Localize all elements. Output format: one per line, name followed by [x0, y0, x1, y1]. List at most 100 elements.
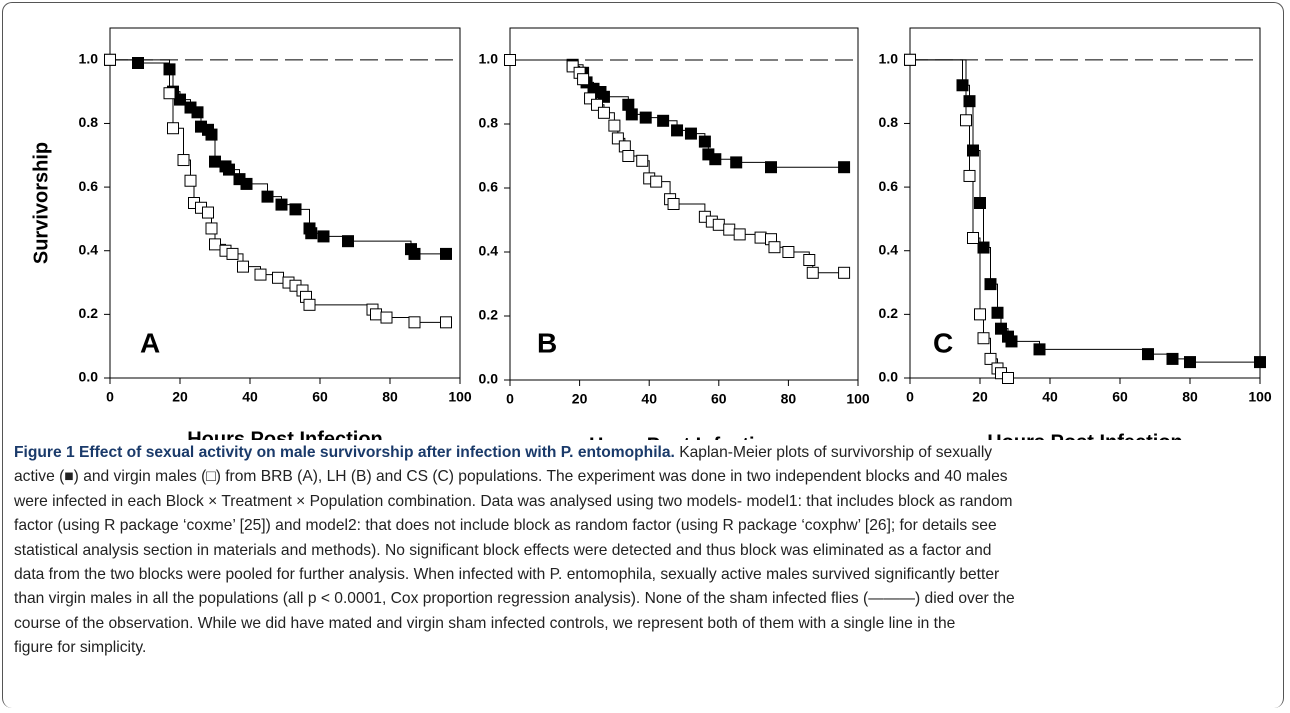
marker — [577, 73, 590, 86]
marker — [254, 268, 267, 281]
marker — [639, 111, 652, 124]
marker — [963, 169, 976, 182]
x-tick-label: 80 — [382, 389, 398, 405]
x-tick-label: 20 — [172, 389, 188, 405]
marker — [237, 260, 249, 273]
marker — [1166, 352, 1179, 365]
x-tick-label: 100 — [1248, 389, 1272, 405]
marker — [205, 128, 218, 141]
survival-curve — [110, 59, 446, 255]
caption-text: statistical analysis section in material… — [14, 541, 992, 559]
marker — [1254, 356, 1266, 369]
y-tick-label: 0.4 — [479, 243, 499, 259]
y-axis-label: Survivorship — [30, 142, 52, 264]
marker — [191, 106, 204, 119]
marker — [132, 57, 144, 69]
marker — [177, 154, 190, 167]
caption-text: figure for simplicity. — [14, 639, 147, 657]
marker — [956, 79, 969, 92]
marker — [733, 228, 746, 241]
marker — [1005, 335, 1018, 348]
y-tick-label: 1.0 — [479, 51, 499, 67]
marker — [1002, 372, 1014, 384]
x-tick-label: 0 — [106, 389, 114, 405]
survival-curve — [910, 59, 1009, 378]
marker — [977, 241, 990, 254]
marker — [584, 92, 597, 105]
y-tick-label: 1.0 — [879, 51, 899, 67]
y-tick-label: 0.0 — [79, 369, 99, 385]
marker — [684, 127, 697, 140]
panel-label: C — [933, 327, 953, 358]
marker — [991, 306, 1004, 319]
marker — [440, 247, 452, 260]
marker — [408, 316, 421, 329]
marker — [657, 114, 670, 127]
panel-label: A — [140, 327, 160, 358]
y-tick-label: 0.2 — [879, 305, 899, 321]
x-tick-label: 80 — [781, 391, 797, 407]
x-tick-label: 40 — [1042, 389, 1058, 405]
marker — [223, 163, 235, 176]
marker — [730, 156, 743, 169]
marker — [782, 246, 795, 258]
marker — [671, 124, 684, 137]
marker — [803, 254, 816, 266]
marker — [261, 190, 274, 203]
marker — [209, 238, 221, 251]
marker — [597, 106, 610, 119]
y-tick-label: 0.8 — [79, 114, 99, 130]
marker — [667, 198, 680, 210]
marker — [104, 53, 116, 66]
x-tick-label: 0 — [506, 391, 514, 407]
x-tick-label: 0 — [906, 389, 914, 405]
x-axis-label: Hours Post Infection — [187, 428, 383, 440]
marker — [591, 98, 603, 111]
marker — [995, 322, 1007, 335]
marker — [209, 155, 221, 168]
marker — [709, 153, 722, 166]
marker — [317, 230, 330, 243]
x-tick-label: 40 — [641, 391, 657, 407]
marker — [904, 53, 916, 66]
survival-curve — [910, 59, 1260, 363]
x-tick-label: 60 — [312, 389, 328, 405]
survival-curve — [510, 59, 845, 274]
marker — [838, 266, 851, 279]
panel-label: B — [537, 327, 557, 358]
caption-text: factor (using R package ‘coxme’ [25]) an… — [14, 517, 997, 535]
caption-text: active (■) and virgin males (□) from BRB… — [14, 468, 1008, 486]
y-tick-label: 1.0 — [79, 51, 99, 67]
y-tick-label: 0.0 — [479, 371, 499, 387]
marker — [622, 150, 635, 162]
y-tick-label: 0.4 — [79, 241, 99, 257]
x-tick-label: 60 — [711, 391, 727, 407]
caption-text: were infected in each Block × Treatment … — [14, 492, 1013, 510]
marker — [712, 218, 725, 231]
marker — [698, 135, 711, 148]
caption-text: than virgin males in all the populations… — [14, 590, 1015, 608]
marker — [303, 298, 316, 311]
marker — [1033, 343, 1046, 356]
marker — [723, 223, 736, 236]
x-tick-label: 80 — [1182, 389, 1198, 405]
marker — [963, 95, 976, 108]
caption-text: Kaplan-Meier plots of survivorship of se… — [679, 444, 993, 461]
marker — [838, 161, 851, 174]
caption-text: data from the two blocks were pooled for… — [14, 566, 1000, 584]
plot-frame — [109, 27, 461, 379]
caption-title: Figure 1 Effect of sexual activity on ma… — [14, 444, 675, 461]
y-tick-label: 0.6 — [879, 178, 899, 194]
marker — [967, 232, 979, 244]
marker — [977, 332, 990, 345]
marker — [174, 93, 186, 106]
caption-line: Figure 1 Effect of sexual activity on ma… — [14, 441, 1284, 465]
marker — [205, 222, 218, 235]
y-tick-label: 0.2 — [79, 305, 99, 321]
marker — [163, 63, 176, 76]
marker — [184, 174, 197, 187]
marker — [597, 90, 610, 103]
y-tick-label: 0.0 — [879, 369, 899, 385]
marker — [608, 119, 621, 132]
